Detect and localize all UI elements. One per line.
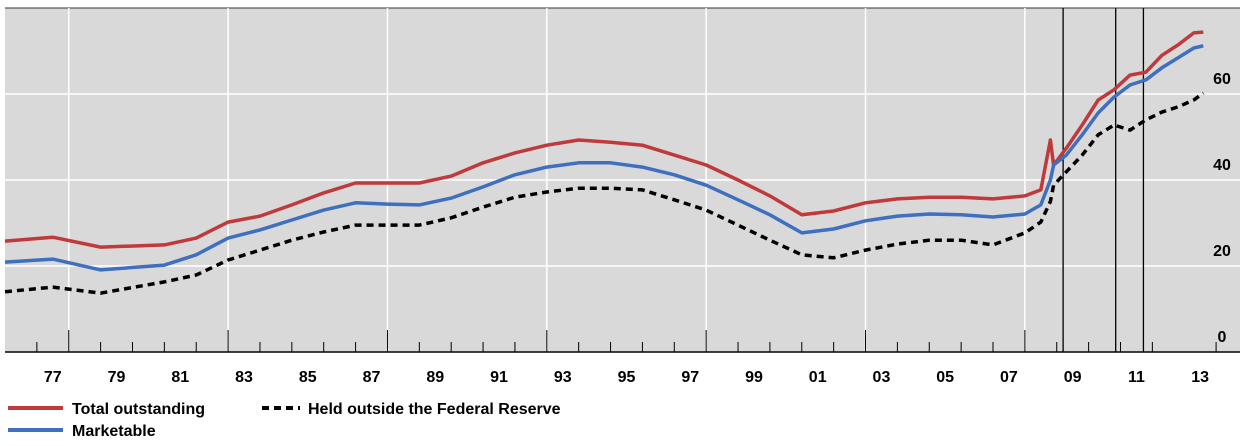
y-tick-label: 40 xyxy=(1213,157,1231,174)
x-tick-label: 83 xyxy=(235,369,253,386)
y-tick-label: 0 xyxy=(1218,329,1227,346)
x-tick-label: 01 xyxy=(809,369,827,386)
x-tick-label: 97 xyxy=(681,369,699,386)
x-tick-label: 81 xyxy=(171,369,189,386)
legend-label: Held outside the Federal Reserve xyxy=(308,401,561,418)
x-tick-label: 99 xyxy=(745,369,763,386)
y-tick-label: 60 xyxy=(1213,71,1231,88)
legend-label: Marketable xyxy=(72,423,156,440)
x-tick-label: 87 xyxy=(363,369,381,386)
series-line xyxy=(4,91,1205,295)
x-tick-label: 03 xyxy=(873,369,891,386)
x-tick-label: 91 xyxy=(490,369,508,386)
x-tick-label: 85 xyxy=(299,369,317,386)
x-tick-label: 93 xyxy=(554,369,572,386)
legend-label: Total outstanding xyxy=(72,401,205,418)
x-tick-label: 95 xyxy=(618,369,636,386)
x-tick-label: 05 xyxy=(936,369,954,386)
x-tick-label: 09 xyxy=(1064,369,1082,386)
series-line xyxy=(4,44,1204,272)
series-line xyxy=(4,30,1204,249)
y-tick-label: 20 xyxy=(1213,243,1231,260)
x-tick-label: 89 xyxy=(426,369,444,386)
x-tick-label: 07 xyxy=(1000,369,1018,386)
x-tick-label: 11 xyxy=(1128,369,1145,386)
x-tick-label: 77 xyxy=(44,369,62,386)
x-tick-label: 13 xyxy=(1191,369,1209,386)
x-tick-label: 79 xyxy=(108,369,126,386)
